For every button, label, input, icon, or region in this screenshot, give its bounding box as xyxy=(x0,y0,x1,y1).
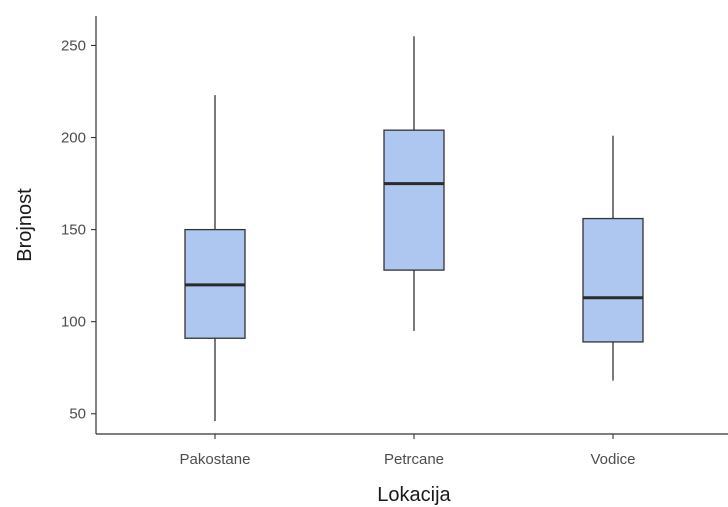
y-tick-label: 100 xyxy=(61,314,86,331)
y-tick-label: 150 xyxy=(61,222,86,239)
iqr-box xyxy=(582,217,644,343)
y-axis-title: Brojnost xyxy=(14,188,36,262)
box-group-vodice xyxy=(582,135,644,381)
y-tick-label: 200 xyxy=(61,130,86,147)
box-group-petrcane xyxy=(383,36,445,331)
x-axis-title: Lokacija xyxy=(377,484,451,506)
x-tick-label: Pakostane xyxy=(180,451,251,468)
x-axis-ticks: Pakostane Petrcane Vodice xyxy=(180,434,636,468)
y-tick-label: 250 xyxy=(61,37,86,54)
y-tick-label: 50 xyxy=(69,406,86,423)
box-group-pakostane xyxy=(184,95,246,422)
plot-area xyxy=(184,36,644,422)
x-tick-label: Petrcane xyxy=(384,451,444,468)
iqr-box xyxy=(383,129,445,271)
y-axis-ticks: 50 100 150 200 250 xyxy=(61,37,96,423)
x-tick-label: Vodice xyxy=(590,451,635,468)
